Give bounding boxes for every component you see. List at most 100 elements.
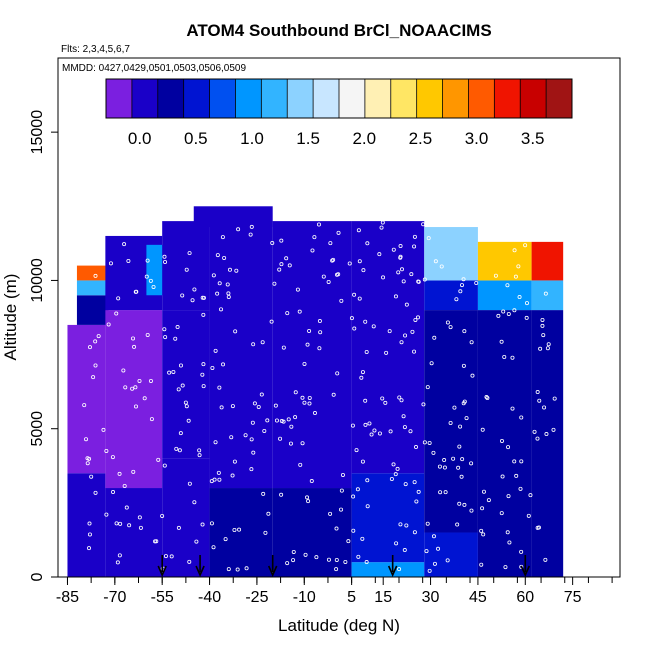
observation-point bbox=[235, 567, 240, 572]
colorbar-swatch bbox=[235, 79, 262, 118]
observation-point bbox=[209, 479, 214, 484]
observation-point bbox=[114, 311, 119, 316]
observation-point bbox=[388, 429, 393, 434]
observation-point bbox=[187, 251, 192, 256]
observation-point bbox=[403, 333, 408, 338]
observation-point bbox=[517, 295, 522, 300]
x-tick-label: -40 bbox=[198, 589, 221, 606]
observation-point bbox=[221, 362, 226, 367]
observation-point bbox=[512, 308, 517, 313]
observation-point bbox=[363, 319, 368, 324]
observation-point bbox=[426, 236, 431, 241]
observation-point bbox=[286, 417, 291, 422]
observation-point bbox=[364, 350, 369, 355]
observation-point bbox=[363, 422, 368, 427]
observation-point bbox=[510, 406, 515, 411]
observation-point bbox=[285, 311, 290, 316]
observation-point bbox=[162, 327, 167, 332]
observation-point bbox=[330, 258, 335, 263]
observation-point bbox=[260, 340, 265, 345]
observation-point bbox=[347, 261, 352, 266]
observation-point bbox=[248, 232, 253, 237]
observation-point bbox=[383, 400, 388, 405]
observation-point bbox=[312, 411, 317, 416]
observation-point bbox=[431, 534, 436, 539]
observation-point bbox=[351, 494, 356, 499]
observation-point bbox=[175, 325, 180, 330]
observation-point bbox=[293, 415, 298, 420]
observation-point bbox=[174, 446, 179, 451]
observation-point bbox=[177, 448, 182, 453]
observation-point bbox=[178, 363, 183, 368]
observation-point bbox=[144, 274, 149, 279]
observation-point bbox=[445, 558, 450, 563]
observation-point bbox=[512, 459, 517, 464]
observation-point bbox=[459, 474, 464, 479]
colorbar-swatch bbox=[261, 79, 288, 118]
observation-point bbox=[442, 465, 447, 470]
observation-point bbox=[281, 345, 286, 350]
observation-point bbox=[148, 278, 153, 283]
observation-point bbox=[279, 238, 284, 243]
heatmap-cell bbox=[424, 280, 478, 311]
observation-point bbox=[277, 267, 282, 272]
observation-point bbox=[493, 273, 498, 278]
observation-point bbox=[512, 248, 517, 253]
heatmap-cell bbox=[272, 488, 352, 577]
observation-point bbox=[546, 342, 551, 347]
y-axis: 0 5000 10000 15000 bbox=[29, 110, 58, 581]
observation-point bbox=[317, 319, 322, 324]
observation-point bbox=[124, 505, 129, 510]
heatmap-cell bbox=[351, 473, 425, 563]
observation-point bbox=[352, 326, 357, 331]
observation-point bbox=[263, 530, 268, 535]
observation-point bbox=[499, 339, 504, 344]
colorbar-tick-label: 1.0 bbox=[240, 129, 264, 148]
observation-point bbox=[357, 259, 362, 264]
observation-point bbox=[427, 440, 432, 445]
y-tick-label: 0 bbox=[29, 572, 46, 581]
observation-point bbox=[219, 405, 224, 410]
heatmap-layer bbox=[67, 206, 564, 577]
observation-point bbox=[117, 471, 122, 476]
observation-point bbox=[145, 332, 150, 337]
observation-point bbox=[293, 390, 298, 395]
observation-point bbox=[169, 554, 174, 559]
observation-point bbox=[151, 284, 156, 289]
observation-point bbox=[357, 296, 362, 301]
observation-point bbox=[274, 418, 279, 423]
observation-point bbox=[432, 561, 437, 566]
observation-point bbox=[232, 459, 237, 464]
observation-point bbox=[265, 418, 270, 423]
observation-point bbox=[131, 336, 136, 341]
observation-point bbox=[180, 293, 185, 298]
observation-point bbox=[160, 513, 165, 518]
observation-point bbox=[314, 555, 319, 560]
dates-label: MMDD: 0427,0429,0501,0503,0506,0509 bbox=[62, 63, 246, 74]
observation-point bbox=[365, 478, 370, 483]
observation-point bbox=[535, 436, 540, 441]
observation-point bbox=[317, 346, 322, 351]
observation-point bbox=[163, 335, 168, 340]
observation-point bbox=[108, 261, 113, 266]
y-tick-label: 15000 bbox=[29, 110, 46, 155]
observation-point bbox=[339, 488, 344, 493]
x-tick-label: -85 bbox=[56, 589, 79, 606]
heatmap-cell bbox=[424, 532, 478, 577]
observation-point bbox=[219, 307, 224, 312]
observation-point bbox=[211, 273, 216, 278]
observation-point bbox=[448, 325, 453, 330]
observation-point bbox=[302, 400, 307, 405]
observation-point bbox=[507, 540, 512, 545]
observation-point bbox=[356, 554, 361, 559]
observation-point bbox=[200, 372, 205, 377]
x-axis: -85 -70 -55 -40 -25 -10 5 15 30 45 60 75 bbox=[56, 576, 620, 606]
observation-point bbox=[162, 254, 167, 259]
observation-point bbox=[461, 277, 466, 282]
observation-point bbox=[269, 319, 274, 324]
colorbar-frame bbox=[105, 78, 573, 119]
observation-point bbox=[256, 404, 261, 409]
observation-point bbox=[519, 459, 524, 464]
observation-point bbox=[398, 522, 403, 527]
observation-point bbox=[399, 267, 404, 272]
